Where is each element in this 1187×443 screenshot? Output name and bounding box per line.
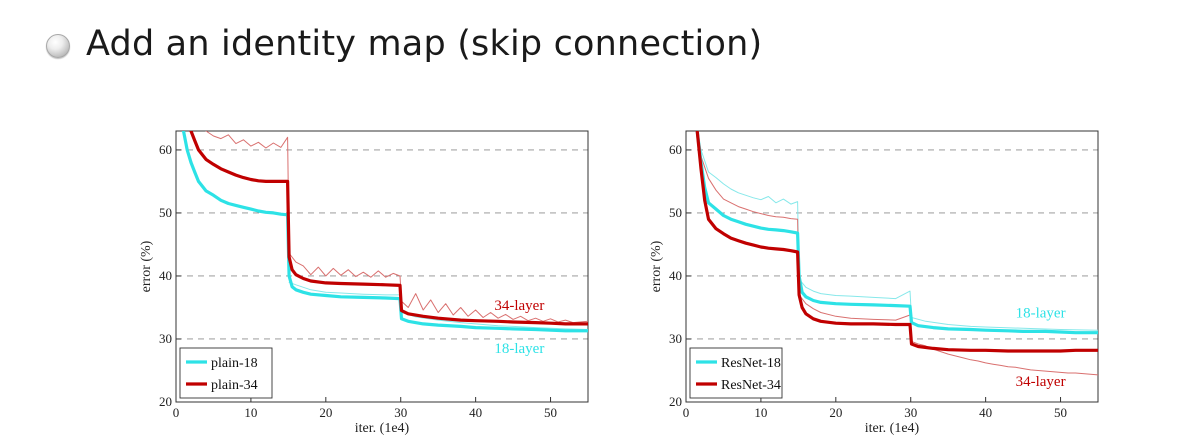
resnet-y-tick-label-30: 30 xyxy=(669,331,682,346)
resnet-series-line-resnet-18-thin xyxy=(696,131,1098,331)
plain-x-tick-label-10: 10 xyxy=(244,405,257,420)
resnet-y-tick-label-50: 50 xyxy=(669,205,682,220)
plain-annotation-1: 18-layer xyxy=(494,341,544,357)
plain-x-tick-label-50: 50 xyxy=(544,405,557,420)
resnet-x-tick-label-50: 50 xyxy=(1054,405,1067,420)
plain-network-chart: 0 10 20 30 40 50 20 30 40 50 60 iter. (1e4) error (%… xyxy=(130,118,600,443)
plain-series-line-plain-34 xyxy=(189,131,588,326)
resnet-y-tick-label-40: 40 xyxy=(669,268,682,283)
resnet-legend-box xyxy=(689,347,783,399)
resnet-x-tick-label-0: 0 xyxy=(683,405,690,420)
resnet-series-line-resnet-34-thin xyxy=(696,131,1098,376)
plain-chart-svg: 0 10 20 30 40 50 20 30 40 50 60 iter. (1e4) error (%… xyxy=(139,130,589,436)
resnet-series-line-resnet-34 xyxy=(695,131,1098,353)
resnet-x-tick-label-30: 30 xyxy=(904,405,917,420)
plain-series-group xyxy=(181,131,588,333)
plain-legend-label-0: plain-18 xyxy=(211,356,258,371)
resnet-x-tick-label-40: 40 xyxy=(979,405,992,420)
resnet-chart: 0 10 20 30 40 50 20 30 40 50 60 iter. (1e4) error (%… xyxy=(640,118,1110,443)
plain-x-tick-label-0: 0 xyxy=(173,405,180,420)
plain-x-tick-label-30: 30 xyxy=(394,405,407,420)
plain-annotation-0: 34-layer xyxy=(494,298,544,314)
slide-title: Add an identity map (skip connection) xyxy=(46,14,762,74)
plain-y-tick-label-20: 20 xyxy=(159,394,172,409)
resnet-legend-label-1: ResNet-34 xyxy=(721,378,781,393)
plain-series-line-plain-34-thin xyxy=(205,131,588,324)
bullet-icon xyxy=(46,34,70,58)
resnet-y-axis-label: error (%) xyxy=(649,240,664,292)
resnet-plot-frame xyxy=(685,130,1099,403)
plain-legend-box xyxy=(179,347,273,399)
resnet-y-tick-label-60: 60 xyxy=(669,142,682,157)
resnet-y-tick-label-20: 20 xyxy=(669,394,682,409)
plain-y-tick-label-60: 60 xyxy=(159,142,172,157)
title-text: Add an identity map (skip connection) xyxy=(86,24,763,64)
plain-plot-frame xyxy=(175,130,589,403)
resnet-series-line-resnet-18 xyxy=(695,131,1098,335)
resnet-legend-label-0: ResNet-18 xyxy=(721,356,781,371)
plain-y-tick-label-30: 30 xyxy=(159,331,172,346)
plain-x-tick-label-20: 20 xyxy=(319,405,332,420)
resnet-x-axis-label: iter. (1e4) xyxy=(865,421,920,436)
plain-x-tick-label-40: 40 xyxy=(469,405,482,420)
plain-y-axis-label: error (%) xyxy=(139,240,154,292)
resnet-chart-svg: 0 10 20 30 40 50 20 30 40 50 60 iter. (1e4) error (%… xyxy=(649,130,1099,436)
plain-y-tick-label-50: 50 xyxy=(159,205,172,220)
plain-x-axis-label: iter. (1e4) xyxy=(355,421,410,436)
resnet-x-tick-label-10: 10 xyxy=(754,405,767,420)
resnet-series-group xyxy=(695,131,1098,376)
resnet-annotation-0: 18-layer xyxy=(1016,306,1066,322)
resnet-x-tick-label-20: 20 xyxy=(829,405,842,420)
plain-y-tick-label-40: 40 xyxy=(159,268,172,283)
plain-series-line-plain-18 xyxy=(181,131,588,333)
plain-series-line-plain-18-thin xyxy=(288,281,588,330)
plain-legend-label-1: plain-34 xyxy=(211,378,258,393)
resnet-annotation-1: 34-layer xyxy=(1016,374,1066,390)
